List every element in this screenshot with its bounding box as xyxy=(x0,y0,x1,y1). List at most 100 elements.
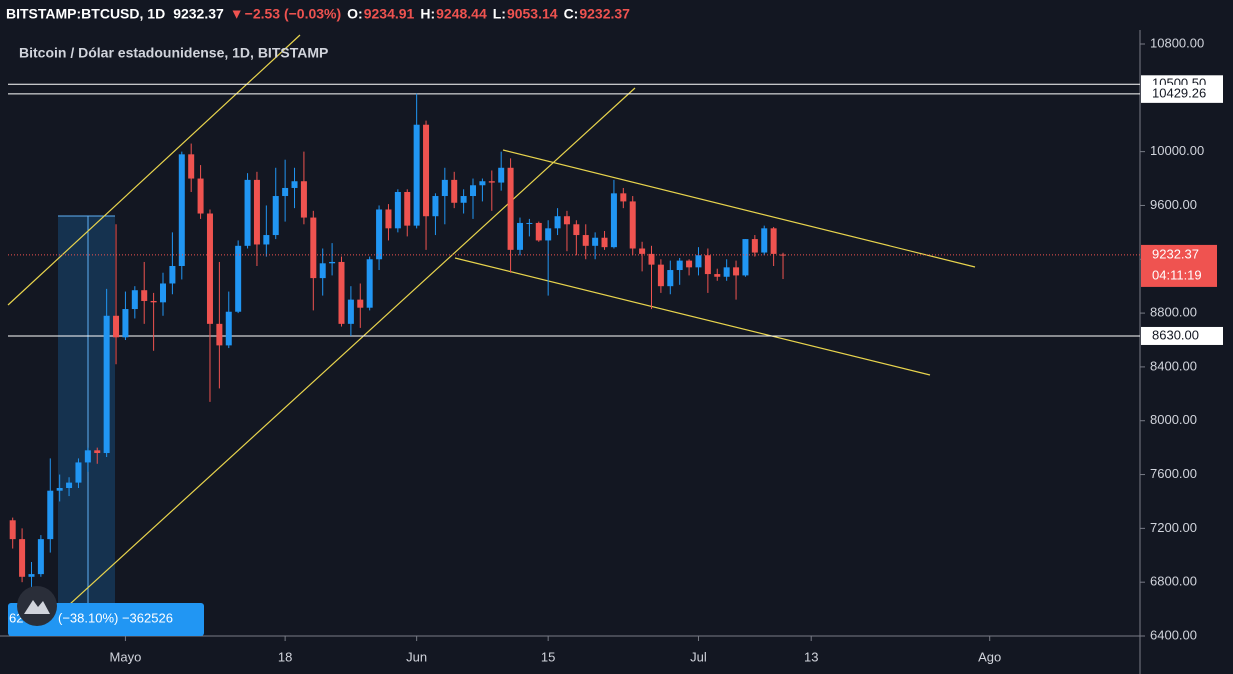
price-label: 9232.37 xyxy=(1152,246,1199,261)
trend-lines xyxy=(7,34,976,637)
candle-body xyxy=(563,216,570,225)
candle-body xyxy=(263,235,270,245)
candle-body xyxy=(545,228,552,241)
candle-body xyxy=(733,267,740,276)
candle-body xyxy=(253,179,260,245)
candle-body xyxy=(723,267,730,277)
header-item: 9053.14 xyxy=(507,6,558,22)
candle-body xyxy=(84,450,91,463)
candle-body xyxy=(216,323,223,346)
candle-body xyxy=(225,311,232,346)
candle-body xyxy=(56,487,63,491)
header-item: 9232.37 xyxy=(173,6,224,22)
candle-body xyxy=(695,255,702,268)
header-item: 9234.91 xyxy=(364,6,415,22)
header-item: 9232.37 xyxy=(579,6,630,22)
candle-body xyxy=(150,300,157,303)
candle-body xyxy=(714,274,721,277)
level-label-box xyxy=(1141,84,1223,103)
x-tick-label: 15 xyxy=(541,649,555,664)
measure-badge xyxy=(8,603,204,636)
candle-body xyxy=(37,539,44,575)
header: BITSTAMP:BTCUSD, 1D xyxy=(6,6,165,22)
candle-body xyxy=(122,309,129,338)
candle-body xyxy=(620,193,627,202)
candle-body xyxy=(526,222,533,224)
candle-body xyxy=(197,178,204,214)
y-tick-label: 6400.00 xyxy=(1150,627,1197,642)
candle-body xyxy=(498,167,505,183)
candle-body xyxy=(319,263,326,279)
candle-body xyxy=(592,237,599,246)
y-tick-label: 6800.00 xyxy=(1150,574,1197,589)
x-tick-label: Jun xyxy=(406,649,427,664)
candle-body xyxy=(610,193,617,248)
candle-body xyxy=(582,235,589,246)
trend-line xyxy=(7,34,301,306)
candle-body xyxy=(113,315,120,338)
candle-body xyxy=(535,222,542,241)
candle-body xyxy=(169,265,176,284)
candle-body xyxy=(235,245,242,312)
candle-body xyxy=(648,253,655,265)
candle-body xyxy=(394,191,401,229)
candle-body xyxy=(742,239,749,276)
candle-body xyxy=(47,490,54,540)
candle-body xyxy=(554,216,561,229)
candle-body xyxy=(131,290,138,310)
candle-body xyxy=(432,196,439,217)
x-tick-label: Jul xyxy=(690,649,707,664)
candle-body xyxy=(178,154,185,266)
candle-body xyxy=(629,201,636,249)
candle-body xyxy=(9,520,16,540)
header-item: ▼ xyxy=(230,6,244,22)
candle-body xyxy=(423,124,430,217)
header-item: O: xyxy=(347,6,363,22)
candle-body xyxy=(470,185,477,197)
candle-body xyxy=(479,181,486,186)
candle-body xyxy=(516,222,523,250)
y-tick-label: 7200.00 xyxy=(1150,520,1197,535)
trend-line xyxy=(34,87,636,637)
x-tick-label: 13 xyxy=(804,649,818,664)
candle-body xyxy=(657,264,664,287)
candle-body xyxy=(19,539,26,577)
y-tick-label: 7600.00 xyxy=(1150,466,1197,481)
candle-body xyxy=(460,196,467,203)
candle-body xyxy=(75,462,82,483)
level-label: 8630.00 xyxy=(1152,327,1199,342)
price-label-box xyxy=(1141,244,1217,287)
candle-body xyxy=(751,239,758,253)
candle-body xyxy=(441,179,448,197)
candle-body xyxy=(357,299,364,308)
candle-body xyxy=(141,290,148,301)
candle-body xyxy=(413,124,420,226)
y-tick-label: 10800.00 xyxy=(1150,35,1204,50)
measure-text: (−38.10%) −362526 xyxy=(58,610,173,625)
candle-body xyxy=(639,248,646,254)
candle-body xyxy=(160,283,167,303)
candle-body xyxy=(676,260,683,271)
candle-body xyxy=(507,167,514,250)
candle-body xyxy=(338,261,345,324)
candle-body xyxy=(310,217,317,279)
x-tick-label: Ago xyxy=(978,649,1001,664)
candle-body xyxy=(272,196,279,236)
candle-body xyxy=(291,181,298,188)
candle-body xyxy=(667,270,674,287)
header-item: L: xyxy=(493,6,506,22)
header-item: −2.53 (−0.03%) xyxy=(245,6,342,22)
trend-line xyxy=(454,257,931,376)
candle-body xyxy=(103,315,110,454)
candle-body xyxy=(282,187,289,197)
y-tick-label: 9600.00 xyxy=(1150,197,1197,212)
logo-mark xyxy=(24,600,50,614)
candle-body xyxy=(329,261,336,264)
symbol: BITSTAMP:BTCUSD, 1D xyxy=(6,6,165,22)
candle-body xyxy=(404,191,411,226)
y-tick-label: 8800.00 xyxy=(1150,305,1197,320)
candle-body xyxy=(770,228,777,254)
candle-body xyxy=(66,482,73,488)
candle-body xyxy=(573,224,580,236)
